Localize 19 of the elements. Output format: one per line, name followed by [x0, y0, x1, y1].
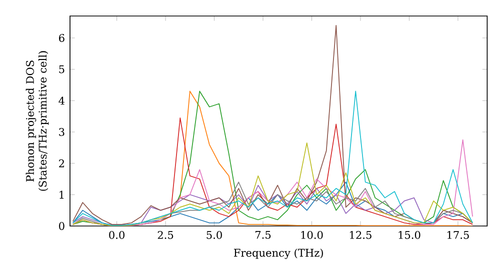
y-tick-label: 6 — [59, 34, 64, 42]
x-tick-label: 5.0 — [206, 230, 222, 239]
x-tick-label: 2.5 — [158, 230, 174, 239]
line-series — [72, 90, 474, 226]
x-tick-label: 12.5 — [350, 230, 372, 239]
x-tick-label: 0.0 — [109, 230, 124, 239]
x-tick-label: 10.0 — [301, 230, 323, 239]
x-axis-title: Frequency (THz) — [234, 248, 323, 259]
y-tick-label: 4 — [58, 96, 65, 105]
line-series — [72, 24, 474, 225]
y-axis-title: Phonon projected DOS (States/THz·primitive cell) — [26, 51, 49, 191]
y-tick-label: 0 — [59, 222, 64, 230]
x-tick-label: 7.5 — [256, 230, 271, 239]
y-tick-label: 5 — [59, 65, 64, 74]
y-tick-label: 3 — [59, 128, 64, 136]
x-tick-label: 17.5 — [447, 230, 469, 239]
y-tick-label: 1 — [60, 190, 64, 199]
x-tick-label: 15.0 — [398, 230, 420, 239]
y-tick-label: 2 — [59, 159, 64, 168]
